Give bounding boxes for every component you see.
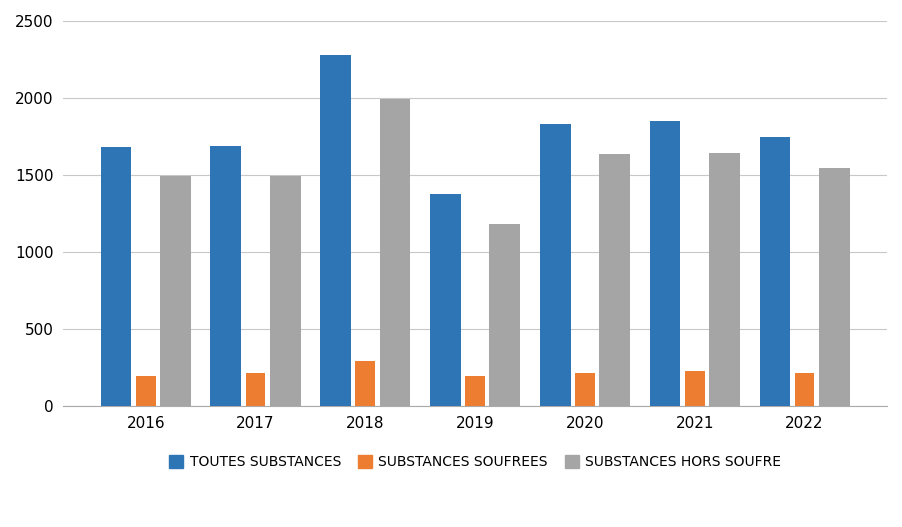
Bar xyxy=(270,176,300,406)
Bar xyxy=(649,121,680,406)
Bar xyxy=(540,124,571,406)
Bar xyxy=(490,223,520,406)
Bar xyxy=(380,99,410,406)
Bar xyxy=(210,146,241,406)
Bar xyxy=(320,55,351,406)
Bar xyxy=(575,373,594,406)
Bar xyxy=(355,360,375,406)
Bar xyxy=(685,370,704,406)
Bar xyxy=(430,193,461,406)
Bar xyxy=(101,148,132,406)
Legend: TOUTES SUBSTANCES, SUBSTANCES SOUFREES, SUBSTANCES HORS SOUFRE: TOUTES SUBSTANCES, SUBSTANCES SOUFREES, … xyxy=(161,448,788,476)
Bar xyxy=(759,136,790,406)
Bar xyxy=(160,176,190,406)
Bar xyxy=(819,168,850,406)
Bar xyxy=(136,376,155,406)
Bar xyxy=(709,153,740,406)
Bar xyxy=(599,154,630,406)
Bar xyxy=(465,376,485,406)
Bar xyxy=(245,373,265,406)
Bar xyxy=(795,373,815,406)
